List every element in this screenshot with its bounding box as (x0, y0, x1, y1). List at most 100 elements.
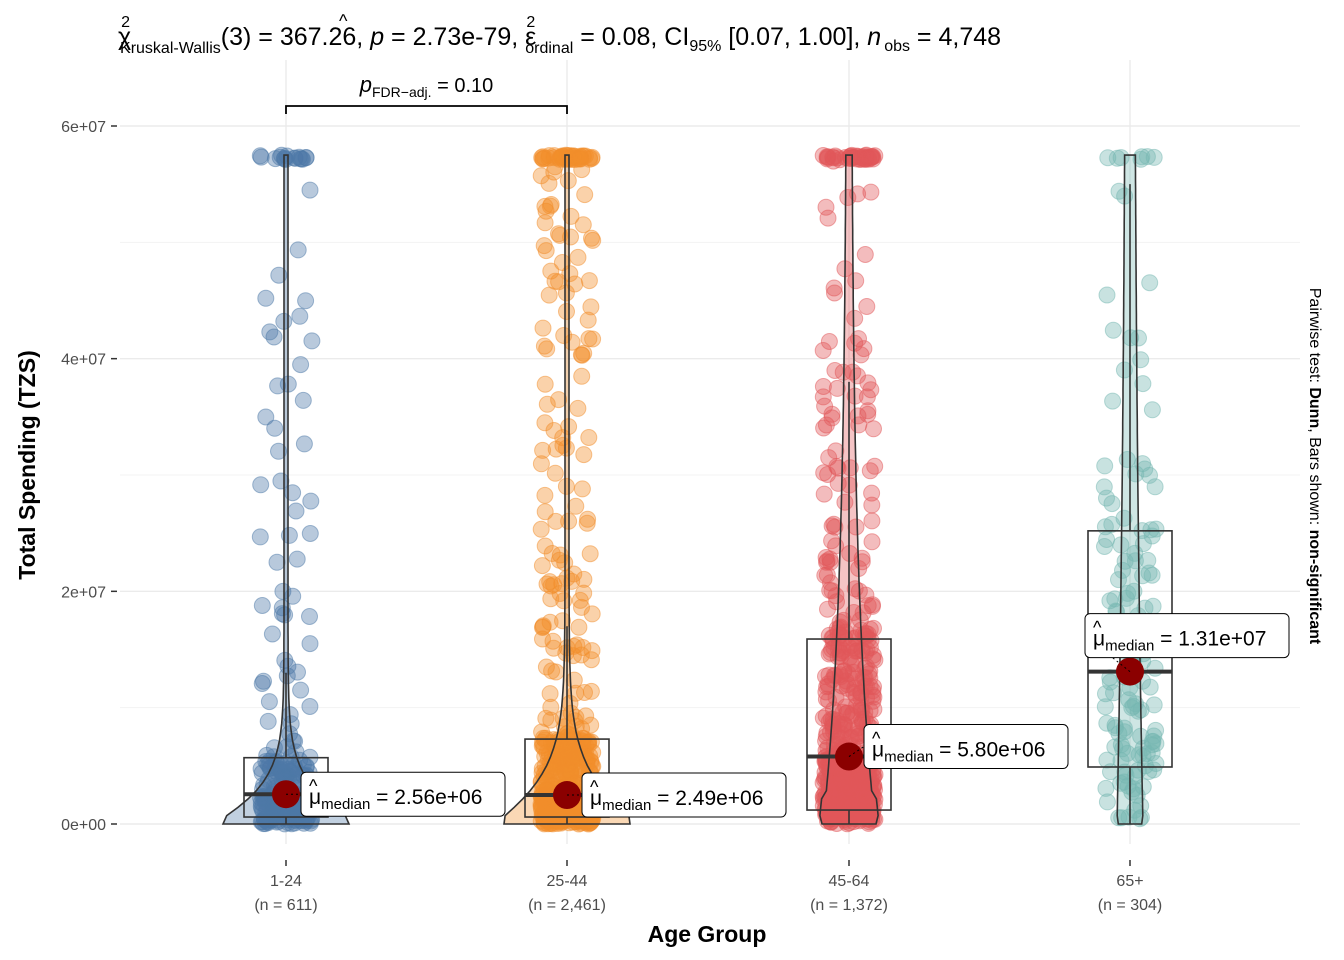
data-point (562, 207, 580, 225)
data-point (817, 690, 835, 708)
x-tick-n-label: (n = 611) (254, 897, 317, 914)
data-point (302, 492, 320, 510)
data-point (532, 798, 550, 816)
data-point (849, 185, 867, 203)
data-point (821, 550, 839, 568)
y-tick-label: 0e+00 (61, 817, 106, 834)
data-point (542, 698, 560, 716)
data-point (1103, 515, 1121, 533)
data-point (814, 388, 832, 406)
data-point (269, 377, 287, 395)
title-n-obs: = 4,748 (910, 23, 1001, 51)
data-point (578, 514, 596, 532)
data-point (534, 319, 552, 337)
data-point (551, 585, 569, 602)
data-point (301, 698, 319, 715)
data-point (270, 266, 288, 284)
data-point (856, 246, 874, 263)
data-point (583, 605, 601, 623)
data-point (536, 503, 554, 521)
data-point (858, 298, 876, 315)
data-point (541, 685, 559, 703)
data-point (569, 248, 587, 266)
data-point (534, 618, 552, 636)
data-point (538, 395, 556, 413)
data-point (540, 286, 558, 304)
data-point (847, 272, 865, 290)
data-point (289, 663, 306, 681)
data-point (268, 553, 286, 571)
data-point (289, 241, 307, 259)
data-point (1096, 457, 1114, 475)
data-point (557, 439, 575, 457)
data-point (1143, 401, 1161, 419)
title-chi-sub: Kruskal-Wallis (120, 40, 221, 57)
data-point (814, 147, 832, 164)
data-point (280, 526, 298, 544)
data-point (294, 391, 312, 409)
data-point (581, 545, 599, 563)
data-point (1142, 521, 1160, 539)
data-point (571, 147, 589, 165)
data-point (814, 342, 832, 359)
data-point (825, 279, 843, 297)
data-point (583, 229, 600, 247)
data-point (575, 570, 593, 588)
data-point (858, 388, 876, 406)
data-point (272, 472, 290, 490)
data-point (1104, 392, 1122, 410)
data-point (266, 150, 284, 168)
data-point (536, 375, 554, 393)
data-point (255, 672, 272, 690)
data-point (815, 485, 833, 503)
data-point (851, 151, 869, 168)
title-p-symbol: p (369, 23, 384, 51)
x-tick-n-label: (n = 1,372) (810, 897, 888, 914)
data-point (566, 275, 584, 293)
data-point (563, 333, 581, 351)
data-point (266, 419, 284, 437)
data-point (558, 303, 575, 320)
data-point (859, 402, 877, 420)
data-point (533, 557, 551, 575)
data-point (538, 340, 556, 358)
data-point (1097, 779, 1115, 797)
x-tick-label: 1-24 (270, 873, 302, 890)
violins (221, 154, 1144, 825)
data-point (550, 391, 568, 409)
data-point (580, 733, 598, 750)
data-point (536, 537, 554, 555)
data-point (1098, 286, 1116, 304)
data-point (536, 486, 554, 504)
data-point (557, 477, 575, 495)
title-eps-sup: 2 (526, 14, 535, 31)
data-point (580, 429, 598, 446)
x-tick-label: 45-64 (829, 873, 870, 890)
title-eps-sub: ordinal (525, 40, 573, 57)
data-point (859, 405, 877, 423)
data-point (301, 635, 319, 653)
data-point (532, 520, 550, 538)
title-statistic: (3) = 367.26, (221, 23, 370, 51)
data-point (532, 455, 550, 473)
data-point (553, 254, 571, 271)
data-point (253, 597, 271, 614)
x-tick-label: 25-44 (547, 873, 588, 890)
data-point (301, 525, 319, 542)
title-n-symbol: n (867, 23, 881, 51)
y-axis-title: Total Spending (TZS) (14, 350, 40, 580)
data-point (574, 216, 592, 234)
data-point (541, 197, 559, 215)
data-point (582, 298, 600, 316)
data-point (292, 356, 310, 374)
bracket-line (285, 105, 568, 114)
data-point (573, 480, 591, 498)
data-point (583, 642, 601, 660)
y-tick-label: 2e+07 (61, 584, 106, 601)
data-point (550, 273, 568, 291)
data-point (582, 716, 600, 734)
pairwise-bracket: pFDR−adj. = 0.10 (285, 72, 568, 114)
data-point (297, 292, 315, 310)
chart-title: χ2 Kruskal-Wallis(3) = 367.26, p = 2.73e-… (118, 14, 1001, 57)
title-eps-hat: ^ (339, 11, 348, 31)
